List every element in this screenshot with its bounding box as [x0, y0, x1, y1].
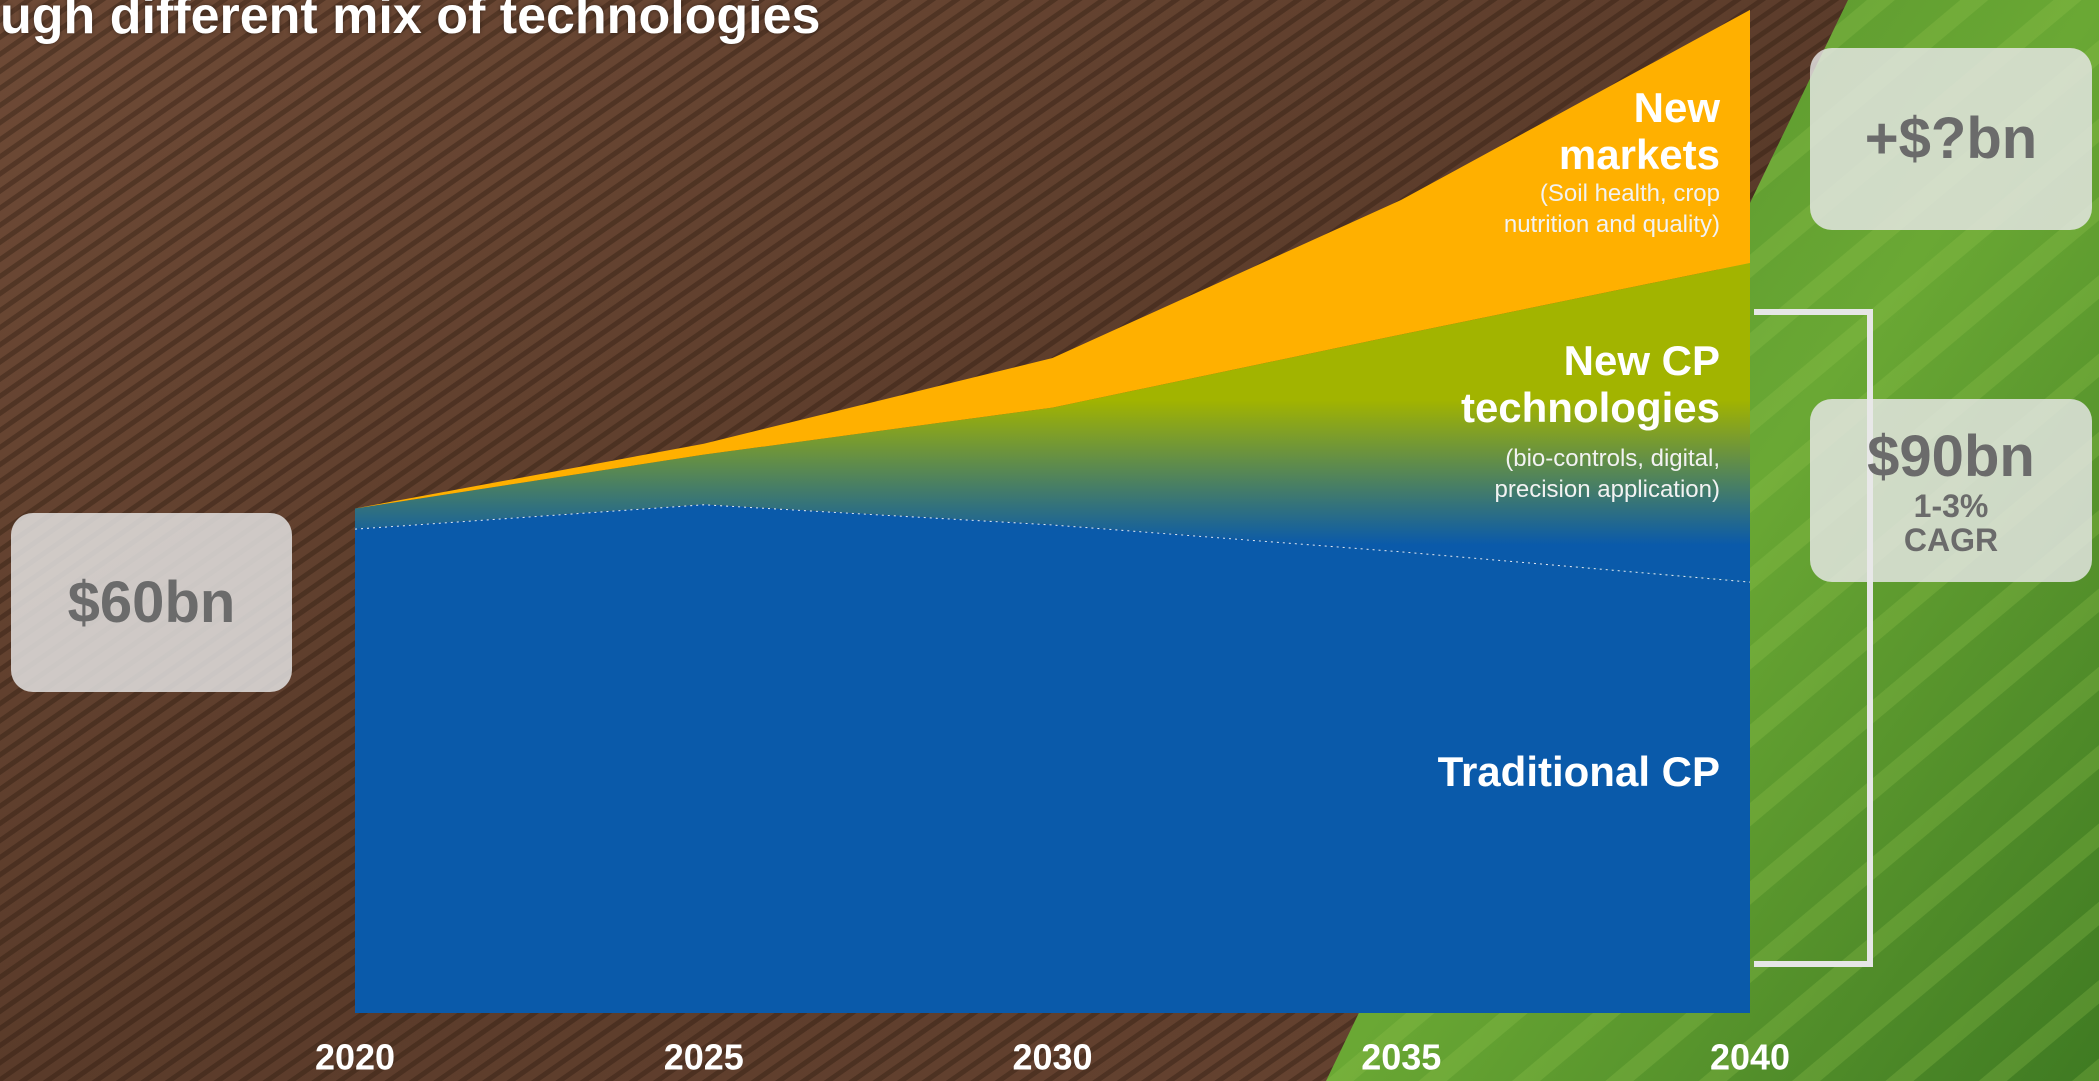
box-text: $90bn [1867, 425, 2035, 489]
box-note: 1-3% CAGR [1891, 489, 2011, 557]
box-text: +$?bn [1865, 107, 2037, 171]
value-box: $60bn [11, 513, 292, 692]
x-tick-label: 2030 [1012, 1037, 1092, 1078]
series-name: New CP technologies [1400, 337, 1720, 431]
series-label: Traditional CP [1320, 748, 1720, 795]
series-label: New CP technologies (bio-controls, digit… [1400, 337, 1720, 505]
x-tick-label: 2025 [664, 1037, 744, 1078]
page: 2020 2025 2030 2035 2040 ugh different mix o… [0, 0, 2099, 1081]
x-tick-label: 2040 [1710, 1037, 1790, 1078]
x-tick-label: 2035 [1361, 1037, 1441, 1078]
value-box: +$?bn [1810, 48, 2092, 230]
value-box: $90bn 1-3% CAGR [1810, 399, 2092, 582]
series-description: (Soil health, crop nutrition and quality… [1450, 178, 1720, 240]
box-text: $60bn [68, 571, 236, 635]
title: ugh different mix of technologies [0, 0, 820, 46]
x-tick-label: 2020 [315, 1037, 395, 1078]
series-name: New markets [1520, 84, 1720, 178]
series-name: Traditional CP [1320, 748, 1720, 795]
series-description: (bio-controls, digital, precision applic… [1425, 443, 1720, 505]
chart: 2020 2025 2030 2035 2040 [0, 0, 2099, 1081]
series-label: New markets (Soil health, crop nutrition… [1520, 84, 1720, 240]
